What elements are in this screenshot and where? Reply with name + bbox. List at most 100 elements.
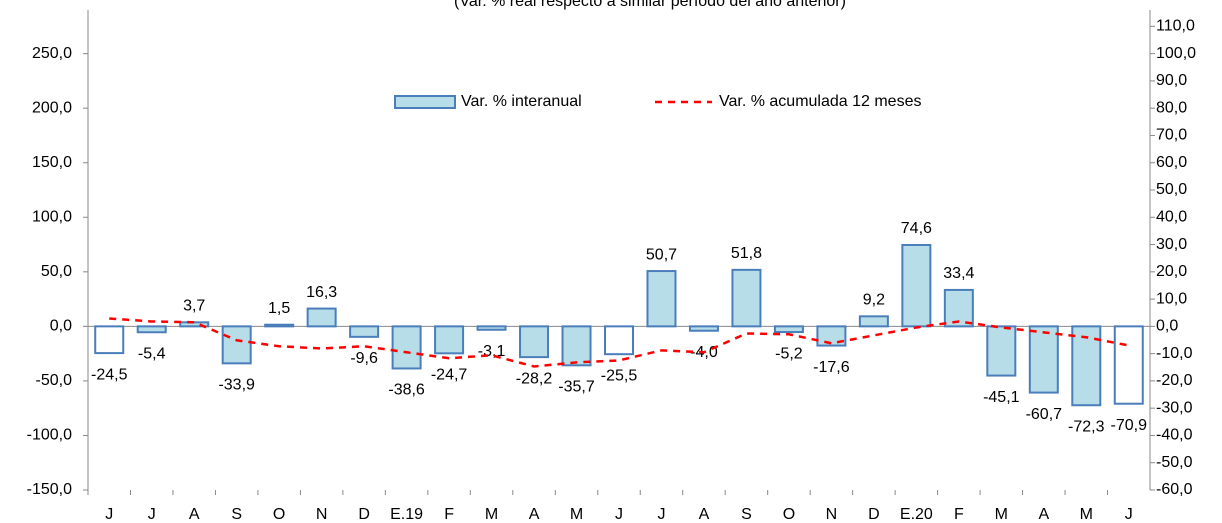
bar (604, 325, 634, 356)
bar (561, 325, 592, 367)
y-tick-label: -100,0 (27, 427, 72, 444)
legend-swatch (394, 95, 456, 109)
x-tick-label: O (273, 506, 285, 523)
y2-tick-label: -40,0 (1156, 427, 1193, 444)
x-tick-label: A (699, 506, 710, 523)
y-tick-label: 0,0 (50, 318, 72, 335)
y2-tick-label: 0,0 (1156, 318, 1178, 335)
y-tick-label: 50,0 (41, 263, 72, 280)
y2-tick-label: 110,0 (1156, 18, 1195, 35)
bar (773, 325, 804, 334)
bar (179, 321, 210, 328)
x-tick-label: F (444, 506, 454, 523)
bar (1028, 325, 1059, 394)
x-tick-label: E.20 (900, 506, 933, 523)
value-label: -25,5 (601, 367, 638, 384)
x-tick-label: A (529, 506, 540, 523)
bar (434, 325, 465, 355)
value-label: -17,6 (813, 359, 850, 376)
bar (306, 307, 337, 328)
value-label: -38,6 (388, 382, 425, 399)
bar (264, 323, 295, 328)
value-label: -33,9 (218, 377, 255, 394)
bar (1113, 325, 1144, 405)
y-tick-label: -150,0 (27, 481, 72, 498)
x-tick-label: N (316, 506, 328, 523)
value-label: 51,8 (731, 245, 762, 262)
x-tick-label: S (741, 506, 752, 523)
x-tick-label: M (995, 506, 1008, 523)
value-label: 50,7 (646, 246, 677, 263)
value-label: 1,5 (268, 300, 290, 317)
y2-tick-label: 60,0 (1156, 154, 1187, 171)
bar (476, 325, 507, 331)
y2-tick-label: 20,0 (1156, 263, 1187, 280)
bar (136, 325, 167, 334)
value-label: -28,2 (516, 370, 553, 387)
value-label: -70,9 (1111, 417, 1148, 434)
x-tick-label: A (189, 506, 200, 523)
x-tick-label: N (826, 506, 838, 523)
value-label: -24,7 (431, 367, 468, 384)
legend-label: Var. % acumulada 12 meses (719, 93, 921, 110)
bar (858, 315, 889, 328)
bar (94, 325, 125, 355)
y2-tick-label: 80,0 (1156, 99, 1187, 116)
x-tick-label: O (783, 506, 795, 523)
value-label: -45,1 (983, 389, 1020, 406)
y-tick-label: 150,0 (32, 154, 72, 171)
y2-tick-label: 100,0 (1156, 45, 1196, 62)
chart-title: (Var. % real respecto a similar período … (454, 0, 846, 10)
x-tick-label: S (231, 506, 242, 523)
value-label: -60,7 (1026, 406, 1063, 423)
legend-label: Var. % interanual (461, 93, 582, 110)
y-tick-label: -50,0 (36, 372, 73, 389)
value-label: 3,7 (183, 298, 205, 315)
value-label: 74,6 (901, 220, 932, 237)
value-label: -72,3 (1068, 418, 1105, 435)
y2-tick-label: 50,0 (1156, 181, 1187, 198)
x-tick-label: J (1125, 506, 1133, 523)
bar (646, 270, 677, 328)
x-tick-label: E.19 (390, 506, 423, 523)
y2-tick-label: -60,0 (1156, 481, 1193, 498)
x-tick-label: M (570, 506, 583, 523)
bar (901, 243, 932, 328)
value-label: -5,4 (138, 345, 166, 362)
x-tick-label: M (485, 506, 498, 523)
y2-tick-label: -20,0 (1156, 372, 1193, 389)
y2-tick-label: 30,0 (1156, 236, 1187, 253)
x-tick-label: J (148, 506, 156, 523)
y2-tick-label: -10,0 (1156, 345, 1193, 362)
bar (391, 325, 422, 370)
bar (519, 325, 550, 359)
y2-tick-label: -50,0 (1156, 454, 1193, 471)
y2-tick-label: 10,0 (1156, 290, 1187, 307)
line-series (109, 317, 1129, 368)
bar (688, 325, 719, 332)
x-tick-label: D (358, 506, 370, 523)
value-label: -35,7 (558, 379, 595, 396)
value-label: 33,4 (943, 265, 974, 282)
x-tick-label: J (657, 506, 665, 523)
x-tick-label: M (1080, 506, 1093, 523)
y2-tick-label: 70,0 (1156, 127, 1187, 144)
x-tick-label: J (615, 506, 623, 523)
bar (731, 268, 762, 328)
bar (986, 325, 1017, 377)
value-label: 16,3 (306, 284, 337, 301)
y-tick-label: 200,0 (32, 99, 72, 116)
x-tick-label: A (1038, 506, 1049, 523)
bar (221, 325, 252, 365)
y-tick-label: 100,0 (32, 208, 72, 225)
y2-tick-label: 40,0 (1156, 208, 1187, 225)
y2-tick-label: -30,0 (1156, 399, 1193, 416)
value-label: -5,2 (775, 345, 803, 362)
x-tick-label: J (105, 506, 113, 523)
bar (349, 325, 380, 338)
x-tick-label: D (868, 506, 880, 523)
x-tick-label: F (954, 506, 964, 523)
y-tick-label: 250,0 (32, 45, 72, 62)
value-label: -3,1 (478, 343, 506, 360)
